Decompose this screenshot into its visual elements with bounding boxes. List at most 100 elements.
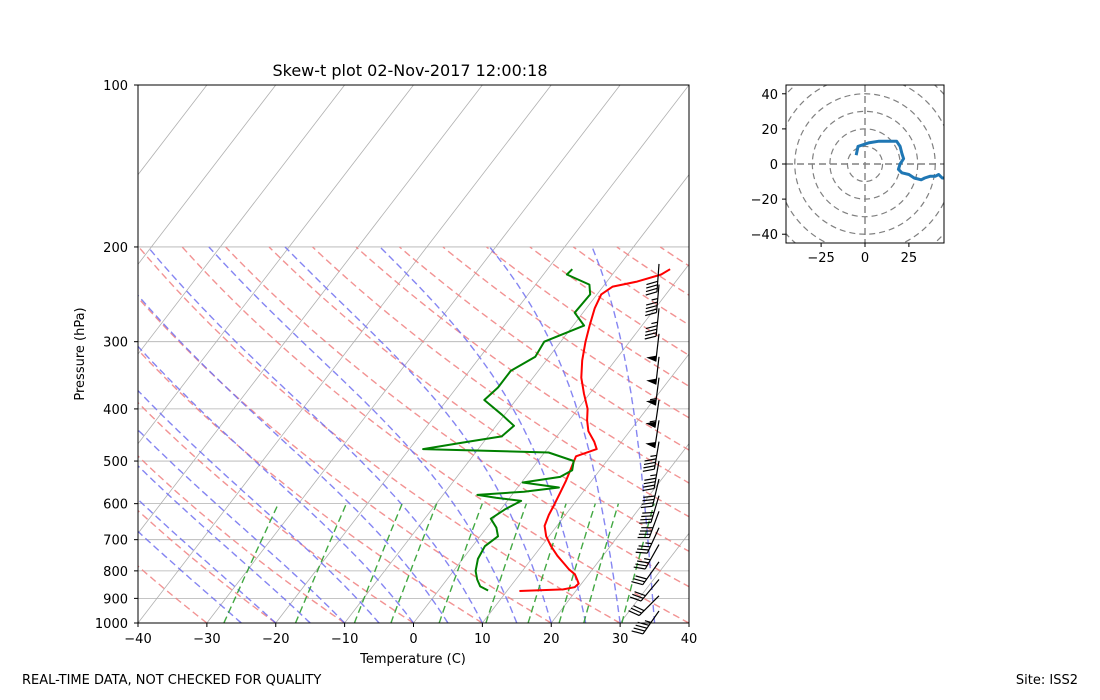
barb-flag [646,280,658,286]
dry-adiabat [529,246,689,357]
barb-flag [628,610,640,617]
barb-flag [639,521,651,524]
y-tick-label: 500 [103,455,128,470]
mixing-ratio-line [485,503,528,623]
y-axis-ticks: 100 200 300 400 500 600 700 800 900 1000 [95,79,138,632]
wind-barb [642,441,660,472]
barb-pennant [646,355,657,362]
mixing-ratio-line [438,503,483,623]
moist-adiabat [138,530,242,623]
dry-adiabat [138,509,277,623]
moist-adiabat [138,498,277,623]
barb-half-flag [644,620,652,624]
barb-pennant [646,378,657,385]
barb-staff [655,284,660,313]
wind-barb [639,495,660,524]
barb-staff [650,495,660,523]
isotherm-line [344,174,689,623]
wind-barb [645,399,660,428]
barb-pennant [645,421,656,428]
hodograph-x-tick-label: 25 [901,251,918,266]
wind-barb [646,333,660,362]
y-axis-label: Pressure (hPa) [73,307,88,400]
barb-flag [633,566,646,570]
barb-flag [645,287,658,293]
isotherm-line [275,85,689,623]
skew-t-panel: Skew-t plot 02-Nov-2017 12:00:18 −40 −30−… [73,61,698,667]
barb-staff [638,595,660,617]
barb-flag [644,332,657,337]
isotherm-line [138,85,483,534]
isotherm-line [138,85,414,445]
dry-adiabat [399,246,689,451]
barb-staff [654,399,660,428]
wind-barb [642,460,660,492]
wind-barb [629,579,660,602]
moist-adiabat [138,428,346,623]
barb-half-flag [644,558,651,561]
barb-flag [643,481,656,485]
moist-adiabat [591,246,656,623]
hodograph-y-tick-label: 40 [761,88,778,103]
barb-flag [645,328,657,333]
barb-flag [646,284,658,289]
barb-staff [648,511,660,538]
wind-barb [631,561,660,586]
y-tick-label: 300 [103,336,128,351]
dry-adiabat [442,246,689,419]
barb-half-flag [651,321,658,325]
mixing-ratio-line [294,503,348,623]
barb-staff [655,308,660,337]
barb-flag [643,461,656,466]
mixing-ratio-line [583,503,620,623]
barb-flag [640,518,652,521]
x-tick-label: 40 [681,632,698,647]
x-tick-label: −40 [124,632,151,647]
barb-flag [635,624,648,629]
wind-barb [644,308,660,340]
barb-half-flag [651,297,658,301]
barb-flag [635,575,647,580]
dry-adiabat [138,296,552,623]
dry-adiabat [355,246,689,484]
hodograph-x-tick-label: 0 [861,251,869,266]
barb-flag [645,308,658,313]
hodograph-ticks: −25 0 25 40 20 0 −20 −40 [751,88,918,266]
mixing-ratio-line [558,503,596,623]
y-tick-label: 800 [103,565,128,580]
barb-flag [642,487,655,492]
dry-adiabat [138,455,345,623]
x-tick-label: 30 [612,632,629,647]
barb-flag [642,468,655,472]
dry-adiabat [312,246,689,518]
barb-staff [651,478,660,507]
moist-adiabat [208,246,518,623]
x-tick-label: −20 [262,632,289,647]
x-tick-label: 20 [543,632,560,647]
dry-adiabat [659,246,689,267]
barb-flag [640,505,653,509]
dry-adiabat [225,246,689,588]
wind-barb [645,263,660,296]
barb-flag [634,591,646,597]
barb-flag [630,607,642,614]
moist-adiabat [138,345,415,623]
isotherm-line [413,263,689,623]
mixing-ratio-line [353,503,403,623]
isotherm-line [550,443,689,623]
barb-flag [638,533,651,535]
isotherm-line [619,532,689,623]
mixing-ratio-line [390,503,438,623]
dry-adiabat [138,246,621,623]
barb-staff [646,527,660,554]
barb-staff [642,561,660,586]
barb-flag [645,304,658,310]
barb-flag [645,291,658,296]
dry-adiabat [138,401,414,623]
wind-barb [633,544,660,570]
quality-disclaimer: REAL-TIME DATA, NOT CHECKED FOR QUALITY [22,673,322,688]
y-tick-label: 400 [103,403,128,418]
wind-barb [640,478,660,509]
moist-adiabat [489,246,621,623]
isotherm-line [206,85,621,623]
